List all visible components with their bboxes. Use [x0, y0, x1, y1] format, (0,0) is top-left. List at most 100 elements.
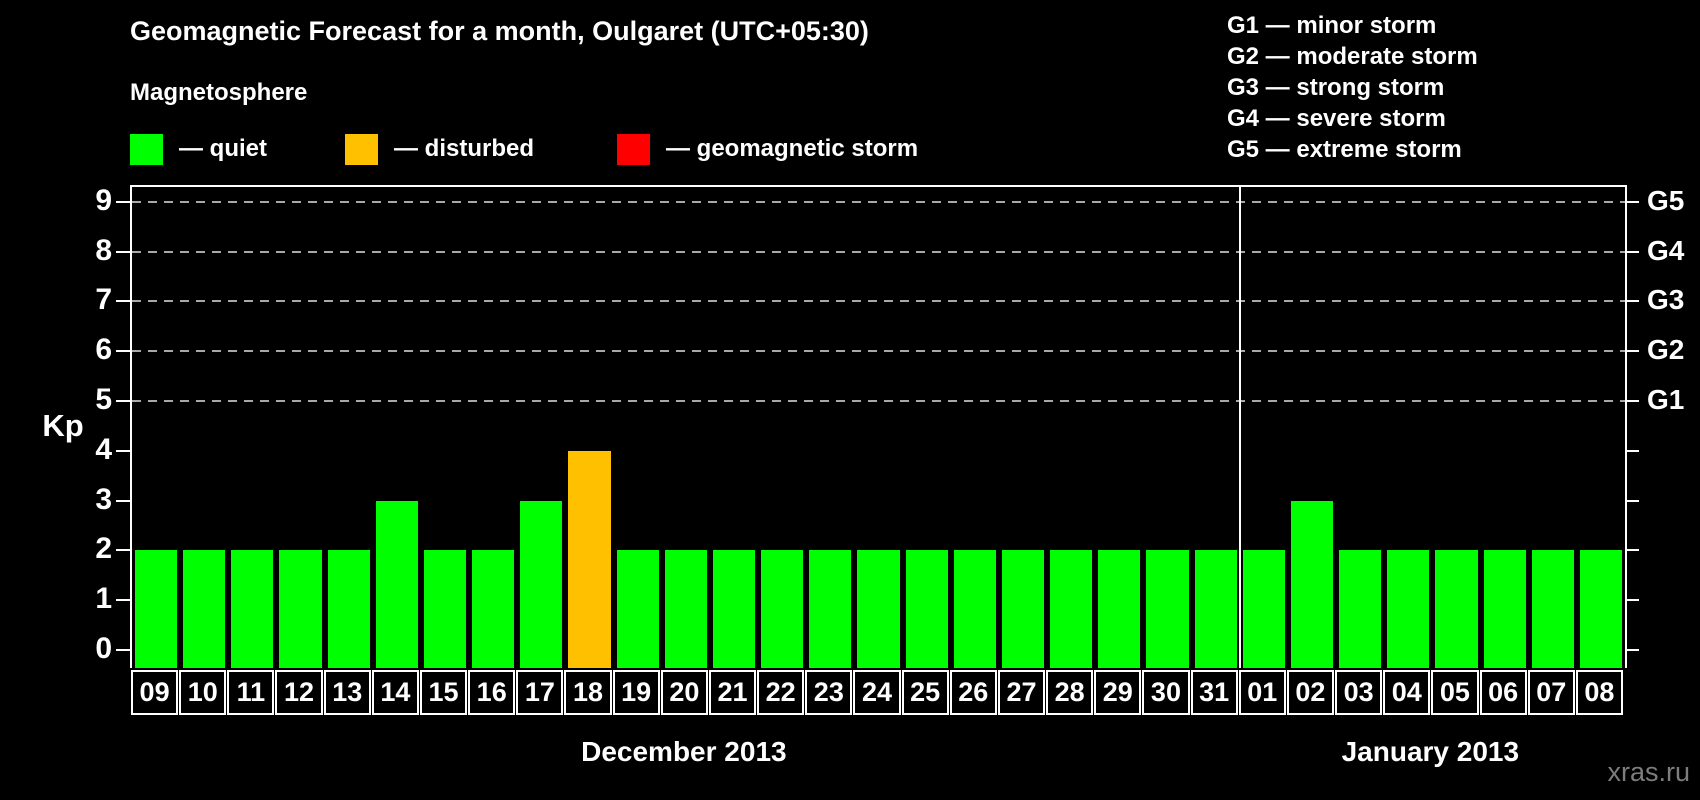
y-axis-title: Kp	[42, 408, 84, 443]
kp-bar-day-15	[423, 550, 467, 668]
y-tick-right-3	[1625, 499, 1639, 502]
month-label-1: January 2013	[1341, 736, 1520, 767]
storm-scale-g1: G1 — minor storm	[1227, 12, 1437, 39]
y-tick-right-7	[1625, 300, 1639, 303]
storm-scale-g4: G4 — severe storm	[1227, 105, 1446, 132]
kp-bar-day-01	[1242, 550, 1285, 668]
day-label-08: 08	[1575, 670, 1623, 715]
legend-item-disturbed: — disturbed	[345, 133, 534, 165]
y-tick-label-3: 3	[95, 482, 112, 516]
y-tick-right-9	[1625, 200, 1639, 203]
plot-area	[130, 185, 1627, 668]
day-label-22: 22	[757, 670, 805, 715]
y-tick-left-3	[116, 499, 130, 502]
gridline-kp6	[132, 350, 1625, 353]
kp-bar-day-03	[1339, 550, 1382, 668]
day-label-05: 05	[1431, 670, 1479, 715]
y-tick-right-5	[1625, 400, 1639, 402]
kp-bar-day-25	[905, 550, 948, 668]
kp-bar-day-28	[1050, 550, 1093, 668]
month-divider	[1238, 187, 1241, 668]
day-label-21: 21	[708, 670, 757, 715]
y-tick-label-5: 5	[95, 383, 112, 416]
kp-bar-day-05	[1435, 550, 1478, 668]
kp-bar-day-10	[183, 550, 226, 668]
y-tick-left-1	[116, 599, 130, 602]
y-tick-label-4: 4	[95, 432, 112, 466]
y-tick-right-1	[1625, 599, 1639, 602]
day-label-04: 04	[1383, 670, 1431, 715]
kp-bar-day-24	[857, 550, 900, 668]
kp-bar-day-21	[712, 550, 756, 668]
legend-item-quiet: — quiet	[130, 133, 267, 165]
y-tick-right-2	[1625, 549, 1639, 552]
page-title: Geomagnetic Forecast for a month, Oulgar…	[130, 16, 869, 46]
kp-bar-day-08	[1579, 550, 1622, 668]
day-label-26: 26	[949, 670, 997, 715]
kp-bar-day-20	[664, 550, 707, 668]
storm-scale-g5: G5 — extreme storm	[1227, 136, 1462, 163]
kp-bar-day-29	[1098, 550, 1141, 668]
day-label-18: 18	[564, 670, 612, 715]
kp-bar-day-04	[1387, 550, 1430, 668]
day-label-23: 23	[805, 670, 853, 715]
day-label-16: 16	[468, 670, 516, 715]
day-label-28: 28	[1046, 670, 1094, 715]
watermark: xras.ru	[1607, 757, 1690, 787]
y-tick-left-7	[116, 300, 130, 303]
storm-color-swatch	[617, 133, 650, 165]
day-label-09: 09	[131, 670, 179, 715]
day-label-07: 07	[1527, 670, 1575, 715]
kp-bar-day-17	[520, 500, 563, 668]
day-label-06: 06	[1479, 670, 1527, 715]
day-label-13: 13	[323, 670, 371, 715]
kp-bar-day-19	[616, 550, 659, 668]
day-label-03: 03	[1335, 670, 1383, 715]
day-label-15: 15	[419, 670, 468, 715]
y-tick-label-2: 2	[95, 532, 112, 566]
month-label-0: December 2013	[581, 736, 787, 767]
day-label-17: 17	[516, 670, 564, 715]
kp-bar-day-18	[568, 450, 611, 668]
kp-bar-day-14	[375, 500, 418, 668]
y-tick-right-0	[1625, 649, 1639, 651]
g-scale-label-G3: G3	[1647, 284, 1685, 316]
y-tick-label-7: 7	[95, 283, 112, 317]
y-tick-label-9: 9	[95, 183, 112, 217]
y-tick-label-1: 1	[95, 582, 112, 616]
kp-bar-day-30	[1146, 550, 1189, 668]
day-label-02: 02	[1286, 670, 1335, 715]
kp-bar-day-06	[1483, 550, 1526, 668]
kp-bar-day-16	[472, 550, 515, 668]
day-label-31: 31	[1190, 670, 1238, 715]
day-label-25: 25	[901, 670, 949, 715]
day-label-20: 20	[660, 670, 708, 715]
y-tick-left-9	[116, 200, 130, 203]
storm-scale-g3: G3 — strong storm	[1227, 74, 1445, 101]
kp-bar-day-23	[809, 550, 852, 668]
y-tick-right-8	[1625, 250, 1639, 253]
g-scale-label-G4: G4	[1647, 234, 1685, 266]
kp-bar-day-02	[1290, 500, 1334, 668]
y-tick-right-6	[1625, 350, 1639, 353]
kp-bar-day-22	[761, 550, 804, 668]
kp-bar-day-31	[1194, 550, 1237, 668]
g-scale-label-G5: G5	[1647, 184, 1685, 216]
day-label-30: 30	[1142, 670, 1190, 715]
kp-bar-day-07	[1531, 550, 1574, 668]
gridline-kp5	[132, 400, 1625, 402]
disturbed-color-swatch	[345, 133, 378, 165]
day-label-29: 29	[1094, 670, 1142, 715]
kp-bar-day-09	[135, 550, 178, 668]
y-tick-label-8: 8	[95, 233, 112, 267]
legend-label-disturbed: — disturbed	[394, 135, 535, 162]
y-tick-left-2	[116, 549, 130, 552]
day-label-24: 24	[853, 670, 901, 715]
y-tick-left-0	[116, 649, 130, 651]
day-label-01: 01	[1238, 670, 1286, 715]
y-tick-left-6	[116, 350, 130, 353]
storm-scale-g2: G2 — moderate storm	[1227, 43, 1478, 70]
y-tick-right-4	[1625, 449, 1639, 452]
day-label-11: 11	[227, 670, 275, 715]
